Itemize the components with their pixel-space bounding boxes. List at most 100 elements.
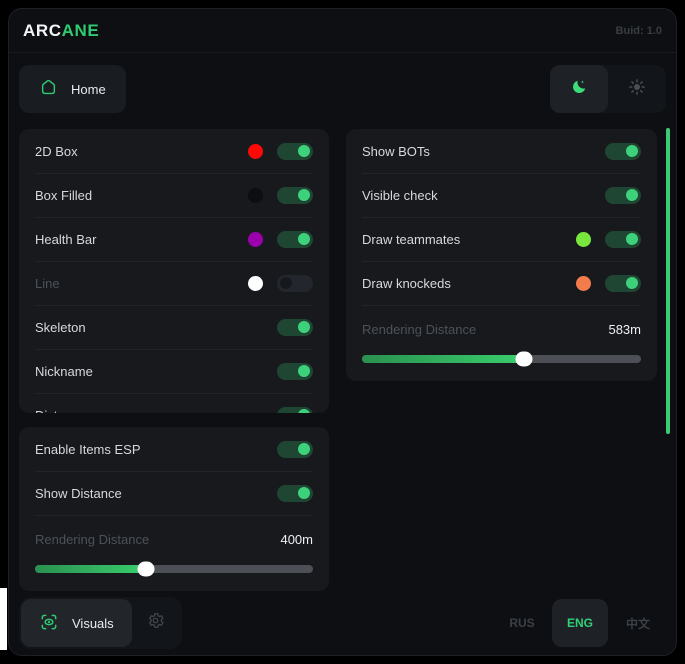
title-bar: ARCANE Buid: 1.0	[9, 9, 676, 53]
setting-label: 2D Box	[35, 143, 78, 159]
toggle-knob	[280, 277, 292, 289]
setting-row: Health Bar	[19, 217, 329, 261]
setting-label: Line	[35, 275, 60, 291]
toggle-switch[interactable]	[277, 230, 313, 248]
rendering-distance-slider[interactable]	[35, 561, 313, 577]
bottom-bar: Visuals RUS ENG 中文	[9, 591, 676, 655]
toggle-switch[interactable]	[277, 186, 313, 204]
setting-label: Distance	[35, 408, 86, 414]
toggle-knob	[626, 277, 638, 289]
slider-fill	[35, 565, 147, 573]
main-content: 2D Box Box Filled Health Bar	[19, 129, 666, 591]
setting-label: Show BOTs	[362, 143, 430, 159]
app-window: ARCANE Buid: 1.0 Home	[8, 8, 677, 656]
right-column: Show BOTs Visible check Draw teammates	[346, 129, 657, 591]
toggle-switch[interactable]	[605, 142, 641, 160]
setting-row: Box Filled	[19, 173, 329, 217]
slider-handle[interactable]	[137, 561, 155, 577]
home-icon	[39, 78, 58, 100]
background-sliver	[0, 588, 7, 650]
slider-handle[interactable]	[515, 351, 533, 367]
toggle-switch[interactable]	[277, 318, 313, 336]
toggle-switch[interactable]	[605, 274, 641, 292]
app-logo: ARCANE	[23, 21, 99, 41]
toggle-knob	[298, 443, 310, 455]
nav-bar: Home	[19, 65, 666, 113]
setting-row: Skeleton	[19, 305, 329, 349]
setting-label: Visible check	[362, 187, 438, 203]
toggle-knob	[298, 409, 310, 413]
toggle-knob	[298, 189, 310, 201]
setting-row: Show Distance	[19, 471, 329, 515]
toggle-knob	[298, 233, 310, 245]
setting-row: Show BOTs	[346, 129, 657, 173]
theme-switch	[550, 65, 666, 113]
toggle-switch[interactable]	[605, 186, 641, 204]
toggle-knob	[626, 145, 638, 157]
color-swatch[interactable]	[248, 231, 263, 247]
visuals-tab[interactable]: Visuals	[21, 599, 132, 647]
slider-label: Rendering Distance	[362, 321, 477, 337]
toggle-switch[interactable]	[277, 142, 313, 160]
logo-primary: ARC	[23, 20, 62, 40]
footer-nav-group: Visuals	[19, 597, 182, 649]
color-swatch[interactable]	[248, 275, 263, 291]
color-swatch[interactable]	[576, 231, 591, 247]
toggle-knob	[298, 321, 310, 333]
toggle-knob	[298, 145, 310, 157]
rendering-distance-block: Rendering Distance 583m	[346, 305, 657, 381]
slider-label: Rendering Distance	[35, 531, 150, 547]
logo-accent: ANE	[61, 20, 100, 40]
dark-mode-button[interactable]	[550, 65, 608, 113]
moon-icon	[570, 78, 588, 101]
toggle-switch[interactable]	[277, 274, 313, 292]
slider-fill	[362, 355, 524, 363]
setting-label: Box Filled	[35, 187, 93, 203]
toggle-switch[interactable]	[277, 440, 313, 458]
language-switcher: RUS ENG 中文	[494, 599, 666, 647]
esp-panel: 2D Box Box Filled Health Bar	[19, 129, 329, 413]
setting-label: Skeleton	[35, 319, 86, 335]
setting-row: Draw teammates	[346, 217, 657, 261]
setting-row: Distance	[19, 393, 329, 413]
slider-value: 583m	[608, 321, 641, 337]
lang-button-rus[interactable]: RUS	[509, 616, 535, 630]
scrollbar[interactable]	[666, 128, 670, 434]
gear-icon	[146, 611, 165, 635]
color-swatch[interactable]	[248, 187, 263, 203]
toggle-switch[interactable]	[277, 406, 313, 413]
setting-row: Nickname	[19, 349, 329, 393]
setting-label: Enable Items ESP	[35, 441, 141, 457]
toggle-switch[interactable]	[605, 230, 641, 248]
toggle-switch[interactable]	[277, 484, 313, 502]
toggle-knob	[626, 233, 638, 245]
lang-button-eng[interactable]: ENG	[552, 599, 608, 647]
rendering-distance-slider[interactable]	[362, 351, 641, 367]
visuals-eye-icon	[39, 612, 59, 635]
left-column: 2D Box Box Filled Health Bar	[19, 129, 329, 591]
color-swatch[interactable]	[576, 275, 591, 291]
build-version: Buid: 1.0	[615, 24, 662, 37]
setting-row: Line	[19, 261, 329, 305]
setting-label: Show Distance	[35, 485, 122, 501]
setting-label: Nickname	[35, 363, 93, 379]
bots-panel: Show BOTs Visible check Draw teammates	[346, 129, 657, 381]
color-swatch[interactable]	[248, 143, 263, 159]
visuals-label: Visuals	[72, 615, 114, 631]
items-panel: Enable Items ESP Show Distance Rendering…	[19, 427, 329, 591]
home-button[interactable]: Home	[19, 65, 126, 113]
setting-row: Visible check	[346, 173, 657, 217]
setting-row: 2D Box	[19, 129, 329, 173]
setting-row: Draw knockeds	[346, 261, 657, 305]
settings-button[interactable]	[132, 599, 180, 647]
setting-label: Draw knockeds	[362, 275, 451, 291]
toggle-switch[interactable]	[277, 362, 313, 380]
light-mode-button[interactable]	[608, 65, 666, 113]
setting-label: Draw teammates	[362, 231, 461, 247]
rendering-distance-block: Rendering Distance 400m	[19, 515, 329, 591]
lang-button-zh[interactable]: 中文	[625, 616, 650, 631]
toggle-knob	[298, 365, 310, 377]
toggle-knob	[626, 189, 638, 201]
sun-icon	[628, 78, 646, 101]
setting-row: Enable Items ESP	[19, 427, 329, 471]
